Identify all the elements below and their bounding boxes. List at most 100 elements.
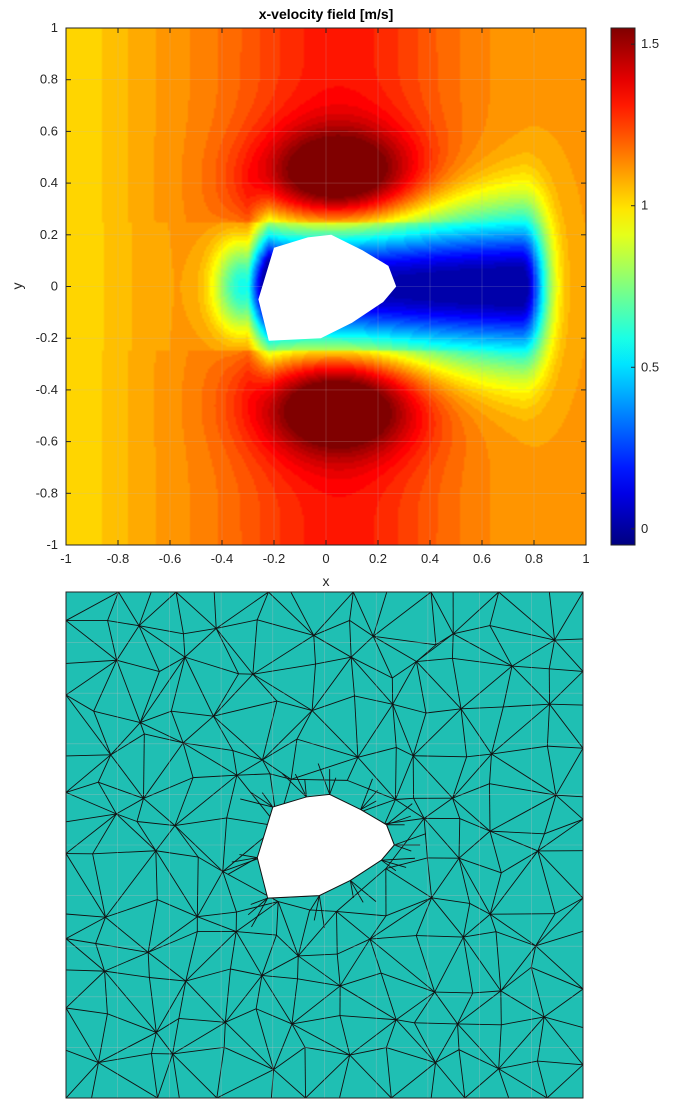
mesh-edge-99: [291, 978, 298, 1024]
mesh-edge-325: [395, 755, 414, 800]
mesh-edge-344: [110, 722, 141, 756]
mesh-edge-88: [155, 980, 187, 1033]
mesh-edge-348: [183, 742, 233, 752]
mesh-edge-155: [500, 945, 537, 992]
y-tick-label-5: 0: [51, 279, 58, 294]
mesh-edge-353: [213, 715, 263, 761]
mesh-edge-538: [381, 857, 415, 861]
mesh-edge-2: [66, 1062, 99, 1098]
mesh-edge-16: [270, 1069, 275, 1098]
x-tick-label-0: -1: [60, 551, 72, 566]
mesh-edge-352: [213, 715, 234, 751]
mesh-edge-237: [66, 813, 117, 854]
mesh-edge-122: [66, 938, 105, 972]
mesh-edge-301: [66, 754, 112, 793]
mesh-edge-163: [95, 943, 149, 953]
mesh-edge-143: [339, 938, 371, 987]
mesh-edge-543: [309, 895, 320, 911]
mesh-edge-429: [182, 633, 186, 658]
mesh-edge-89: [178, 1018, 226, 1023]
mesh-edge-403: [392, 703, 427, 714]
mesh-edge-488: [430, 592, 454, 634]
mesh-edge-83: [107, 1013, 157, 1033]
mesh-edge-453: [489, 625, 513, 667]
mesh-edge-62: [339, 1015, 351, 1056]
mesh-edge-464: [118, 592, 140, 626]
mesh-edge-125: [104, 951, 149, 972]
mesh-edge-368: [412, 708, 462, 757]
mesh-edge-376: [546, 704, 550, 747]
mesh-edge-242: [136, 821, 157, 851]
mesh-edge-475: [256, 592, 269, 620]
mesh-edge-362: [357, 704, 394, 758]
mesh-edge-258: [501, 850, 539, 874]
mesh-edge-154: [495, 931, 502, 991]
mesh-edge-72: [457, 1023, 500, 1070]
mesh-edge-523: [317, 763, 331, 795]
y-tick-label-1: 0.8: [40, 72, 58, 87]
mesh-edge-290: [452, 798, 461, 819]
bottom-axes-box: [65, 591, 584, 1099]
mesh-edge-183: [336, 911, 371, 940]
mesh-edge-239: [92, 813, 117, 855]
mesh-edge-116: [544, 1016, 583, 1029]
mesh-edge-272: [136, 798, 144, 822]
mesh-edge-142: [336, 954, 341, 986]
mesh-edge-335: [555, 794, 583, 798]
mesh-edge-156: [531, 967, 583, 990]
mesh-edge-363: [396, 747, 414, 757]
mesh-edge-320: [347, 779, 396, 800]
x-tick-label-4: -0.2: [263, 551, 285, 566]
mesh-edge-208: [155, 850, 198, 917]
mesh-edge-198: [535, 897, 583, 947]
mesh-edge-188: [415, 897, 433, 936]
mesh-edge-222: [431, 897, 470, 904]
mesh-edge-472: [213, 592, 217, 629]
mesh-edge-356: [262, 710, 313, 761]
mesh-edge-457: [554, 639, 583, 672]
mesh-edge-299: [66, 781, 99, 793]
mesh-edge-330: [452, 756, 468, 799]
mesh-edge-225: [469, 903, 491, 915]
mesh-edge-476: [268, 592, 315, 636]
mesh-edge-334: [491, 753, 557, 796]
mesh-edge-544: [313, 895, 320, 921]
mesh-edge-549: [251, 897, 269, 928]
mesh-edge-304: [110, 754, 144, 799]
mesh-edge-53: [223, 1022, 226, 1048]
mesh-edge-480: [349, 620, 374, 637]
mesh-edge-291: [452, 797, 491, 832]
mesh-edge-108: [414, 991, 436, 1024]
mesh-edge-351: [232, 750, 263, 761]
mesh-edge-494: [498, 592, 555, 641]
mesh-edge-31: [458, 1049, 466, 1098]
mesh-edge-146: [369, 938, 435, 993]
y-tick-label-9: -0.8: [36, 485, 58, 500]
x-tick-label-7: 0.4: [421, 551, 439, 566]
mesh-edge-481: [349, 592, 354, 621]
mesh-edge-479: [313, 592, 354, 636]
mesh-edge-497: [554, 592, 583, 641]
mesh-edge-347: [140, 722, 184, 744]
mesh-edge-96: [255, 975, 263, 1009]
mesh-edge-329: [452, 783, 490, 799]
y-tick-label-0: 1: [51, 20, 58, 35]
mesh-edge-28: [430, 1062, 436, 1098]
mesh-edge-436: [252, 635, 315, 675]
mesh-edge-210: [196, 857, 199, 917]
mesh-edge-158: [535, 945, 583, 990]
mesh-edge-93: [224, 968, 231, 1023]
mesh-edge-385: [140, 710, 172, 723]
mesh-edge-162: [66, 916, 106, 940]
mesh-edge-398: [311, 664, 316, 711]
mesh-edge-317: [291, 778, 348, 781]
mesh-edge-7: [151, 1053, 158, 1098]
mesh-edge-200: [66, 913, 106, 918]
mesh-edge-82: [66, 970, 105, 1009]
mesh-edge-446: [416, 657, 453, 662]
mesh-edge-384: [116, 660, 141, 723]
mesh-edge-515: [261, 792, 274, 808]
mesh-edge-137: [261, 955, 299, 976]
mesh-edge-469: [175, 592, 184, 634]
mesh-edge-113: [501, 1016, 545, 1026]
